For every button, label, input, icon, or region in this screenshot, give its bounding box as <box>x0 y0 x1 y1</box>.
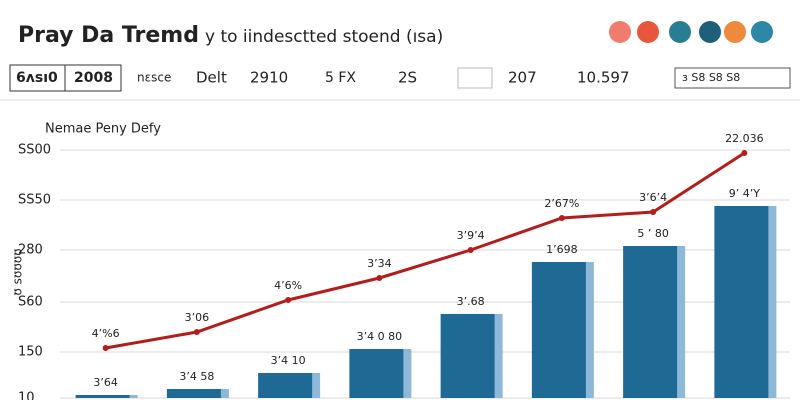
bar-shade <box>401 349 412 398</box>
bar-shade <box>127 395 138 398</box>
toolbar-item: 207 <box>508 69 537 87</box>
line-annotation: 22.036 <box>725 132 764 145</box>
line-annotation: 2ʼ67% <box>544 197 579 210</box>
line <box>105 151 746 350</box>
bar <box>714 206 769 398</box>
y-tick-label: S60 <box>18 295 43 310</box>
line-point <box>558 215 565 221</box>
bar-annotation: 9ʼ 4ʼY <box>729 187 760 200</box>
line-annotation: 3ʼ06 <box>185 311 210 324</box>
chart-label: Nemae Peny Defy <box>45 122 161 137</box>
bar <box>349 349 404 398</box>
bar <box>166 389 221 398</box>
line-annotation: 3ʼ34 <box>367 257 392 270</box>
header-dots <box>609 21 773 43</box>
y-tick-label: SS50 <box>18 193 51 208</box>
toolbar-item: 2910 <box>250 69 288 87</box>
bar-shade <box>218 389 229 398</box>
y-axis-label: ʊ sʊʊʊʊ <box>11 248 25 295</box>
toolbar-item: 6ʌsı0 <box>16 70 58 86</box>
toolbar-item: nɛsce <box>137 71 171 85</box>
y-tick-label: 150 <box>18 345 43 360</box>
line-point <box>741 150 748 156</box>
bar <box>440 314 495 398</box>
bar-annotation: 3ʼ.68 <box>457 295 485 308</box>
bar-shade <box>766 206 777 398</box>
dot[interactable] <box>637 21 659 43</box>
bar <box>75 395 130 398</box>
bar-shade <box>675 246 686 398</box>
y-tick-label: 280 <box>18 243 43 258</box>
bar-annotation: 5 ʼ 80 <box>637 227 669 240</box>
bar-annotation: 3ʼ4 58 <box>179 370 214 383</box>
toolbar-item: 5 FX <box>325 70 356 86</box>
bar-shade <box>492 314 503 398</box>
line-annotation: 4ʼ%6 <box>92 327 120 340</box>
input-box[interactable] <box>457 67 493 89</box>
dot[interactable] <box>699 21 721 43</box>
dot[interactable] <box>609 21 631 43</box>
dot[interactable] <box>724 21 746 43</box>
line-point <box>467 247 474 253</box>
line-point <box>285 297 292 303</box>
toolbar-item: 10.597 <box>577 69 630 87</box>
input-box[interactable] <box>64 64 122 92</box>
toolbar-item: Delt <box>196 69 227 87</box>
bar-shade <box>583 262 594 398</box>
line-point <box>376 275 383 281</box>
bar-annotation: 3ʼ4 10 <box>271 354 306 367</box>
toolbar-item: 2S <box>398 69 417 87</box>
dot[interactable] <box>751 21 773 43</box>
line-point <box>102 345 109 351</box>
bar <box>531 262 586 398</box>
bar <box>623 246 678 398</box>
subtitle: y to iindesctted stoend (ısa) <box>205 27 443 47</box>
input-box[interactable] <box>674 67 791 89</box>
bar-annotation: 3ʼ4 0 80 <box>357 330 402 343</box>
bar <box>258 373 313 398</box>
line-point <box>650 209 657 215</box>
bar-shade <box>310 373 321 398</box>
bar-annotation: 3ʼ64 <box>93 376 118 389</box>
line-point <box>193 329 200 335</box>
dot[interactable] <box>669 21 691 43</box>
toolbar-item: ɜ S8 S8 S8 <box>682 71 740 84</box>
title: Pray Da Tremd <box>18 23 199 48</box>
y-tick-label: 10 <box>18 391 35 400</box>
line-annotation: 3ʼ9ʼ4 <box>457 229 485 242</box>
y-tick-label: SS00 <box>18 143 51 158</box>
toolbar-item: 2008 <box>74 70 113 86</box>
bar-annotation: 1ʼ698 <box>546 243 578 256</box>
line-annotation: 4ʼ6% <box>274 279 302 292</box>
line-annotation: 3ʼ6ʼ4 <box>639 191 667 204</box>
